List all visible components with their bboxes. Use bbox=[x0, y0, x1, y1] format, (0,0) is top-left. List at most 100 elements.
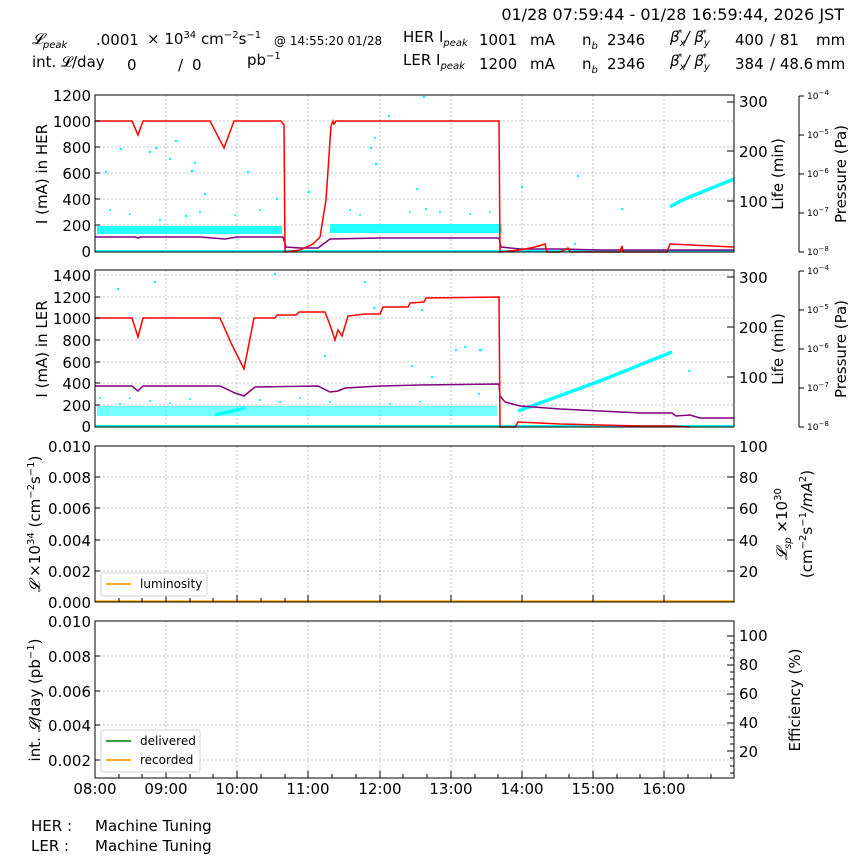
her-status-label: HER : bbox=[31, 817, 73, 835]
her-nb-value: 2346 bbox=[607, 31, 646, 49]
svg-text:40: 40 bbox=[739, 714, 758, 732]
svg-text:200: 200 bbox=[62, 217, 91, 235]
her-current-panel: 1200 1000 800 600 400 200 0 300 200 100 I (mA) … bbox=[33, 87, 850, 261]
svg-text:100: 100 bbox=[739, 438, 768, 456]
svg-text:0: 0 bbox=[81, 418, 91, 436]
her-status-value: Machine Tuning bbox=[95, 817, 212, 835]
svg-text:20: 20 bbox=[739, 743, 758, 761]
svg-text:60: 60 bbox=[739, 500, 758, 518]
svg-text:int. 𝓛/day (pb−1): int. 𝓛/day (pb−1) bbox=[26, 639, 44, 762]
int-lumi-sep: / bbox=[178, 56, 184, 74]
svg-text:Efficiency (%): Efficiency (%) bbox=[786, 649, 804, 752]
svg-text:0.010: 0.010 bbox=[48, 438, 91, 456]
svg-text:Pressure (Pa): Pressure (Pa) bbox=[832, 300, 850, 398]
ler-current-line bbox=[95, 296, 691, 428]
svg-text:0.008: 0.008 bbox=[48, 469, 91, 487]
svg-text:100: 100 bbox=[739, 193, 768, 211]
ler-status-value: Machine Tuning bbox=[95, 837, 212, 855]
svg-text:12:00: 12:00 bbox=[358, 780, 401, 798]
her-beta-units: mm bbox=[816, 31, 846, 49]
svg-text:10−4: 10−4 bbox=[807, 264, 829, 277]
time-axis-labels: 08:00 09:00 10:00 11:00 12:00 13:00 14:00 15:… bbox=[73, 780, 685, 798]
svg-text:300: 300 bbox=[739, 93, 768, 111]
svg-text:200: 200 bbox=[739, 319, 768, 337]
lumi-peak-label: 𝓛peak bbox=[32, 30, 68, 51]
svg-text:09:00: 09:00 bbox=[144, 780, 187, 798]
lumi-peak-time: @ 14:55:20 01/28 bbox=[274, 34, 383, 48]
svg-text:200: 200 bbox=[739, 143, 768, 161]
her-beta-x: 400 bbox=[735, 31, 764, 49]
ler-nb-value: 2346 bbox=[607, 55, 646, 73]
ler-ipeak-value: 1200 bbox=[479, 55, 518, 73]
svg-text:0.006: 0.006 bbox=[48, 683, 91, 701]
svg-text:luminosity: luminosity bbox=[140, 577, 202, 591]
svg-text:1200: 1200 bbox=[53, 289, 91, 307]
svg-text:1000: 1000 bbox=[53, 310, 91, 328]
ler-beta-y: / 48.6 bbox=[770, 55, 814, 73]
ler-ipeak-label: LER Ipeak bbox=[403, 51, 465, 72]
svg-text:08:00: 08:00 bbox=[73, 780, 116, 798]
int-lumi-recorded: 0 bbox=[192, 56, 202, 74]
svg-text:0: 0 bbox=[81, 243, 91, 261]
integrated-legend: delivered recorded bbox=[100, 729, 201, 773]
ler-ipeak-units: mA bbox=[530, 55, 555, 73]
svg-text:0.010: 0.010 bbox=[48, 613, 91, 631]
her-pressure-scatter bbox=[95, 95, 735, 252]
ler-beta-units: mm bbox=[816, 55, 846, 73]
svg-text:10−6: 10−6 bbox=[807, 342, 829, 355]
svg-text:20: 20 bbox=[739, 563, 758, 581]
svg-text:1200: 1200 bbox=[53, 87, 91, 105]
her-ipeak-value: 1001 bbox=[479, 31, 518, 49]
svg-text:100: 100 bbox=[739, 627, 768, 645]
ler-beta-label: βx* / βy* bbox=[670, 52, 710, 73]
svg-text:80: 80 bbox=[739, 656, 758, 674]
her-beta-label: βx* / βy* bbox=[670, 28, 710, 49]
svg-text:10−4: 10−4 bbox=[807, 89, 829, 102]
svg-text:10−6: 10−6 bbox=[807, 167, 829, 180]
lumi-peak-units: × 1034 cm−2s−1 bbox=[147, 30, 262, 48]
svg-text:0.002: 0.002 bbox=[48, 563, 91, 581]
svg-text:300: 300 bbox=[739, 269, 768, 287]
svg-text:0.002: 0.002 bbox=[48, 752, 91, 770]
svg-text:800: 800 bbox=[62, 332, 91, 350]
ler-lifetime-line bbox=[95, 383, 734, 419]
svg-text:Life (min): Life (min) bbox=[769, 313, 787, 385]
lumi-peak-value: .0001 bbox=[96, 31, 139, 49]
svg-text:delivered: delivered bbox=[140, 734, 196, 748]
svg-text:10−5: 10−5 bbox=[807, 128, 829, 141]
ler-current-panel: 1400 1200 1000 800 600 400 200 0 300 200 100 I … bbox=[33, 264, 850, 436]
svg-text:13:00: 13:00 bbox=[429, 780, 472, 798]
svg-text:0.006: 0.006 bbox=[48, 500, 91, 518]
svg-text:40: 40 bbox=[739, 532, 758, 550]
svg-text:400: 400 bbox=[62, 375, 91, 393]
svg-text:100: 100 bbox=[739, 369, 768, 387]
svg-text:15:00: 15:00 bbox=[571, 780, 614, 798]
svg-text:10−8: 10−8 bbox=[807, 420, 829, 433]
svg-text:10−7: 10−7 bbox=[807, 206, 829, 219]
int-lumi-label: int. 𝓛/day bbox=[32, 53, 105, 71]
svg-text:800: 800 bbox=[62, 139, 91, 157]
int-lumi-delivered: 0 bbox=[127, 56, 137, 74]
her-lifetime-line bbox=[95, 236, 734, 251]
svg-text:I (mA) in HER: I (mA) in HER bbox=[33, 124, 51, 224]
svg-text:10−7: 10−7 bbox=[807, 381, 829, 394]
svg-text:14:00: 14:00 bbox=[500, 780, 543, 798]
svg-text:600: 600 bbox=[62, 165, 91, 183]
svg-text:80: 80 bbox=[739, 469, 758, 487]
her-nb-label: nb bbox=[582, 31, 598, 52]
svg-text:I (mA) in LER: I (mA) in LER bbox=[33, 300, 51, 397]
svg-text:10:00: 10:00 bbox=[215, 780, 258, 798]
svg-text:1400: 1400 bbox=[53, 267, 91, 285]
svg-text:Life (min): Life (min) bbox=[769, 138, 787, 210]
ler-pressure-scatter bbox=[95, 272, 734, 427]
svg-text:0.000: 0.000 bbox=[48, 594, 91, 612]
svg-text:60: 60 bbox=[739, 685, 758, 703]
her-beta-y: / 81 bbox=[770, 31, 799, 49]
svg-text:𝓛 ×1034 (cm−2s−1): 𝓛 ×1034 (cm−2s−1) bbox=[26, 456, 44, 593]
svg-text:16:00: 16:00 bbox=[642, 780, 685, 798]
time-range: 01/28 07:59:44 - 01/28 16:59:44, 2026 JS… bbox=[501, 5, 844, 24]
her-ipeak-label: HER Ipeak bbox=[403, 28, 468, 49]
svg-text:1000: 1000 bbox=[53, 113, 91, 131]
